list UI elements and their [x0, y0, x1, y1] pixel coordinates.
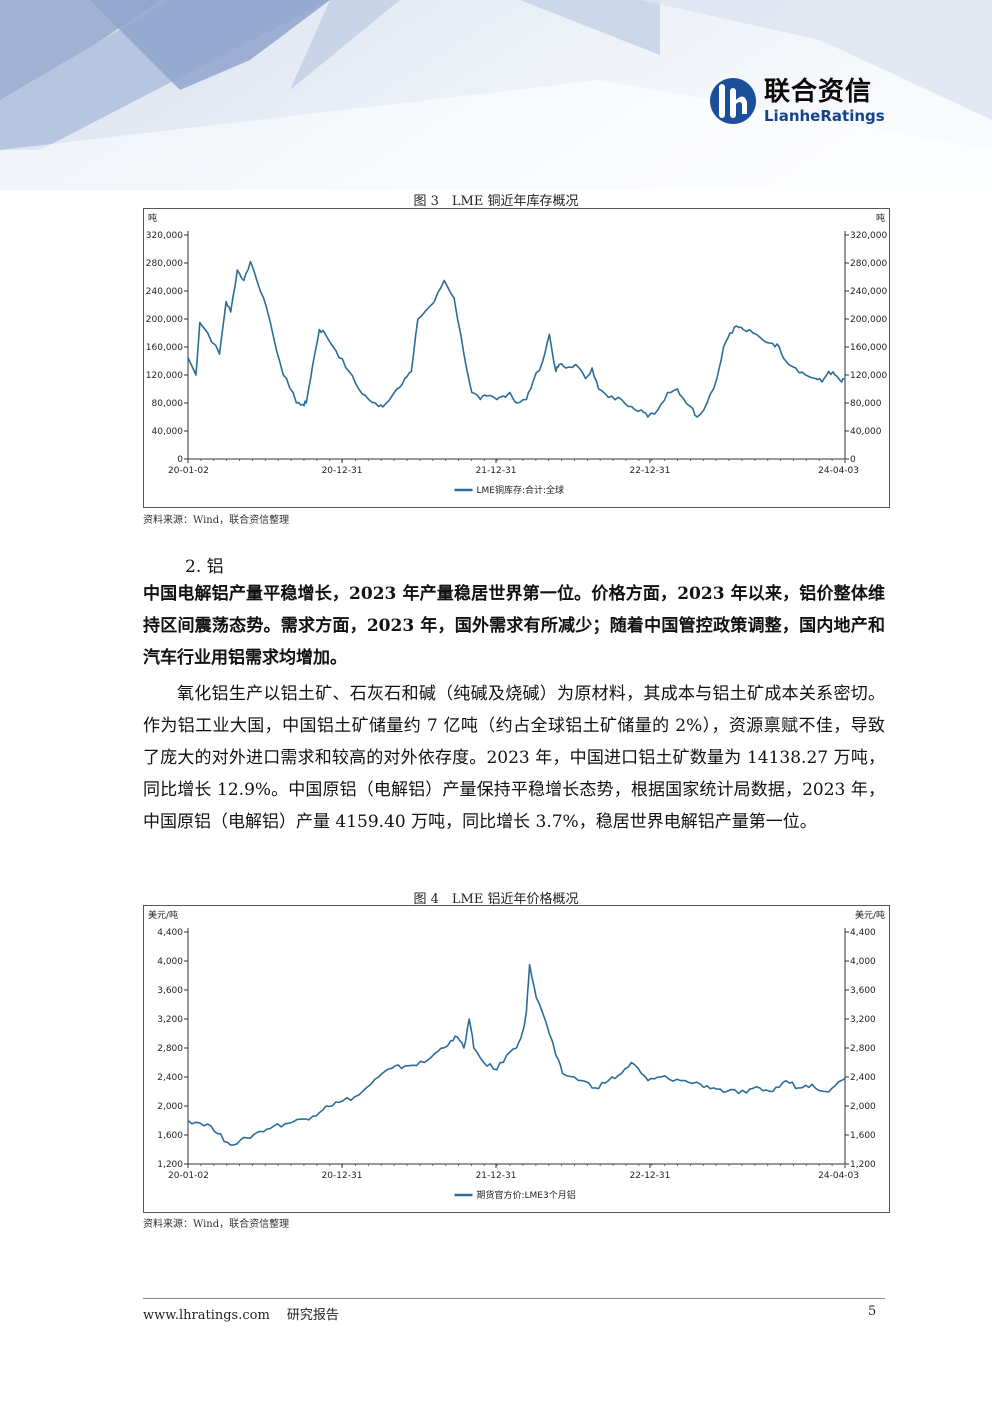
y-tick-label-left: 40,000 [152, 427, 184, 437]
y-tick-label-left: 280,000 [146, 259, 183, 269]
y-tick-label-left: 0 [177, 455, 183, 465]
section-body-paragraph: 氧化铝生产以铝土矿、石灰石和碱（纯碱及烧碱）为原材料，其成本与铝土矿成本关系密切… [143, 684, 885, 832]
y-tick-label-right: 280,000 [850, 259, 887, 269]
y-tick-label-left: 1,600 [157, 1131, 183, 1141]
y-tick-label-left: 160,000 [146, 343, 183, 353]
y-unit-right: 吨 [876, 212, 885, 224]
x-tick-label: 22-12-31 [630, 1171, 671, 1181]
y-tick-label-right: 40,000 [850, 427, 882, 437]
y-tick-label-right: 1,200 [850, 1160, 876, 1170]
aluminum-price-chart: 美元/吨 美元/吨 1,200 1,200 1,600 1,600 2,000 2,000 2,… [148, 909, 885, 1201]
y-tick-label-right: 160,000 [850, 343, 887, 353]
brand-name-en: LianheRatings [764, 106, 885, 125]
x-tick-label: 20-01-02 [168, 1171, 209, 1181]
lianhe-logo-icon [710, 78, 756, 124]
y-tick-label-right: 2,800 [850, 1044, 876, 1054]
y-tick-label-right: 200,000 [850, 315, 887, 325]
y-tick-label-left: 240,000 [146, 287, 183, 297]
figure-4-caption: 图 4 LME 铝近年价格概况 [413, 892, 579, 907]
page-number: 5 [868, 1304, 877, 1319]
y-tick-label-right: 320,000 [850, 231, 887, 241]
y-tick-label-right: 3,200 [850, 1015, 876, 1025]
figure-4-chart: 美元/吨 美元/吨 1,200 1,200 1,600 1,600 2,000 2,000 2,… [143, 905, 890, 1213]
footer-divider [143, 1298, 885, 1299]
y-tick-label-right: 240,000 [850, 287, 887, 297]
x-tick-label: 24-04-03 [818, 1171, 859, 1181]
x-tick-label: 21-12-31 [476, 466, 517, 476]
y-tick-label-right: 4,000 [850, 957, 876, 967]
y-tick-label-left: 320,000 [146, 231, 183, 241]
y-tick-label-left: 200,000 [146, 315, 183, 325]
y-tick-label-right: 1,600 [850, 1131, 876, 1141]
y-tick-label-right: 4,400 [850, 928, 876, 938]
y-tick-label-left: 120,000 [146, 371, 183, 381]
y-tick-label-right: 3,600 [850, 986, 876, 996]
figure-3-source: 资料来源：Wind，联合资信整理 [143, 515, 290, 526]
y-tick-label-left: 3,600 [157, 986, 183, 996]
copper-inventory-chart: 吨 吨 0 0 40,000 40,000 80,000 80,000 120,000 120,0… [146, 212, 888, 496]
y-tick-label-right: 120,000 [850, 371, 887, 381]
y-tick-label-right: 2,000 [850, 1102, 876, 1112]
brand-name-cn: 联合资信 [764, 76, 873, 107]
x-tick-label: 20-12-31 [322, 466, 363, 476]
y-tick-label-left: 1,200 [157, 1160, 183, 1170]
figure-3-chart: 吨 吨 0 0 40,000 40,000 80,000 80,000 120,000 120,0… [143, 208, 890, 508]
x-tick-label: 21-12-31 [476, 1171, 517, 1181]
y-tick-label-left: 3,200 [157, 1015, 183, 1025]
y-tick-label-left: 4,000 [157, 957, 183, 967]
legend-label: LME铜库存:合计:全球 [477, 484, 565, 496]
series-line [187, 963, 846, 1146]
series-line [187, 260, 846, 418]
y-tick-label-left: 2,400 [157, 1073, 183, 1083]
x-tick-label: 22-12-31 [630, 466, 671, 476]
y-unit-left: 吨 [148, 212, 157, 224]
y-tick-label-right: 0 [850, 455, 856, 465]
x-tick-label: 24-04-03 [818, 466, 859, 476]
figure-4-source: 资料来源：Wind，联合资信整理 [143, 1219, 290, 1230]
figure-3-caption: 图 3 LME 铜近年库存概况 [413, 194, 579, 209]
section-summary-paragraph: 中国电解铝产量平稳增长，2023 年产量稳居世界第一位。价格方面，2023 年以… [143, 584, 885, 668]
footer-url: www.lhratings.com 研究报告 [143, 1308, 339, 1323]
y-tick-label-right: 80,000 [850, 399, 882, 409]
section-heading: 2. 铝 [185, 557, 224, 577]
brand-logo: 联合资信 LianheRatings [708, 76, 885, 126]
y-tick-label-left: 4,400 [157, 928, 183, 938]
y-tick-label-left: 80,000 [152, 399, 184, 409]
legend-label: 期货官方价:LME3个月铝 [477, 1189, 576, 1201]
y-tick-label-left: 2,000 [157, 1102, 183, 1112]
y-unit-left: 美元/吨 [148, 909, 178, 921]
x-tick-label: 20-12-31 [322, 1171, 363, 1181]
y-tick-label-right: 2,400 [850, 1073, 876, 1083]
y-tick-label-left: 2,800 [157, 1044, 183, 1054]
y-unit-right: 美元/吨 [855, 909, 885, 921]
x-tick-label: 20-01-02 [168, 466, 209, 476]
